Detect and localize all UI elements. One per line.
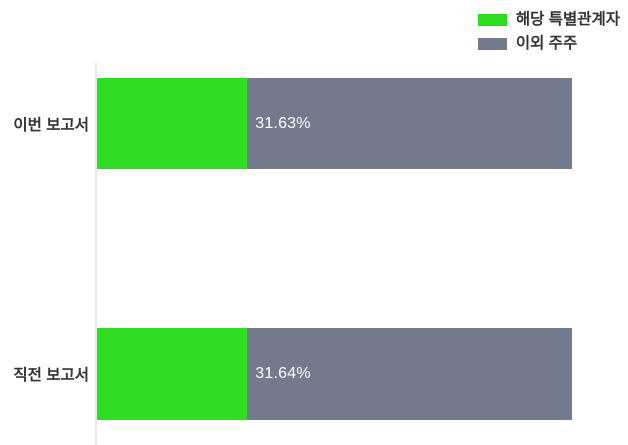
bar-data-label: 31.63% [255,114,311,132]
bar-track: 31.64% [97,328,572,420]
bar-data-label: 31.64% [255,365,311,382]
bar-segment-other-shareholders[interactable]: 31.64% [247,328,572,420]
category-label-current-report: 이번 보고서 [13,116,89,134]
legend-swatch-green-icon [477,14,507,26]
category-label-previous-report: 직전 보고서 [13,367,89,384]
bar-segment-special-related-party[interactable] [97,328,248,420]
legend-label-other-shareholders: 이외 주주 [515,35,578,52]
legend-swatch-gray-icon [477,38,507,50]
legend-item-other-shareholders[interactable]: 이외 주주 [477,34,578,54]
bar-track: 31.63% [97,78,572,169]
bar-row: 직전 보고서 31.64% [0,328,628,420]
legend-label-special-related-party: 해당 특별관계자 [515,11,620,28]
bar-row: 이번 보고서 31.63% [0,78,628,169]
chart-legend: 해당 특별관계자 이외 주주 [477,10,620,54]
legend-item-special-related-party[interactable]: 해당 특별관계자 [477,10,620,30]
bar-segment-other-shareholders[interactable]: 31.63% [247,78,572,169]
bar-segment-special-related-party[interactable] [97,78,248,169]
category-axis-line [95,63,97,445]
